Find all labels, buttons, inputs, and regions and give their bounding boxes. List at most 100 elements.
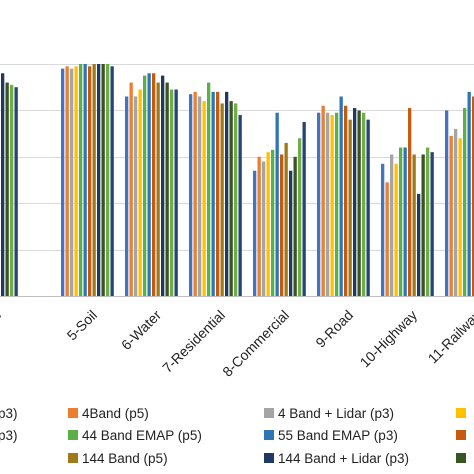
bar	[234, 103, 238, 296]
bar	[207, 82, 211, 296]
legend-label: p3)	[0, 428, 18, 443]
bar	[408, 108, 412, 296]
bar	[74, 66, 78, 296]
bar	[101, 64, 105, 296]
bar	[266, 152, 270, 296]
bar	[152, 73, 156, 296]
bar	[198, 96, 202, 296]
bar	[381, 163, 385, 296]
bars	[1, 64, 474, 297]
bar	[271, 149, 275, 296]
bar	[454, 128, 458, 296]
bar	[129, 82, 133, 296]
bar	[284, 142, 288, 296]
bar	[161, 75, 165, 296]
bar	[70, 68, 74, 296]
bar	[220, 103, 224, 296]
legend-label: 4 Band + Lidar (p3)	[278, 406, 394, 421]
bar	[262, 161, 266, 296]
legend-swatch	[456, 453, 466, 463]
bar	[463, 108, 467, 296]
legend-swatch	[456, 430, 466, 440]
legend: p3) 4Band (p5) 4 Band + Lidar (p3) p3) 44 Ba…	[0, 406, 466, 466]
bar	[348, 119, 352, 297]
bar	[147, 73, 151, 296]
bar	[366, 119, 370, 297]
bar	[344, 105, 348, 296]
bar	[399, 147, 403, 296]
bar	[326, 112, 330, 296]
bar	[138, 89, 142, 297]
legend-swatch	[264, 430, 274, 440]
legend-swatch	[68, 408, 78, 418]
x-tick-label: 9-Road	[312, 307, 356, 351]
bar	[238, 115, 242, 296]
bar	[156, 82, 160, 296]
bar	[225, 91, 229, 296]
bar	[385, 182, 389, 296]
bar	[189, 94, 193, 296]
bar	[412, 154, 416, 296]
legend-label: p3)	[0, 406, 18, 421]
bar	[430, 152, 434, 296]
x-tick-label: Trees	[0, 307, 4, 343]
bar	[170, 89, 174, 297]
bar	[449, 135, 453, 296]
bar	[257, 156, 261, 296]
x-tick-label: 7-Residential	[159, 307, 228, 376]
bar	[298, 138, 302, 296]
bar	[10, 84, 14, 296]
bar	[134, 96, 138, 296]
bar	[362, 112, 366, 296]
legend-swatch	[456, 408, 466, 418]
x-tick-label: 5-Soil	[63, 307, 100, 344]
bar	[216, 91, 220, 296]
x-tick-label: 6-Water	[118, 307, 164, 353]
bar	[92, 64, 96, 296]
bar	[289, 170, 293, 296]
legend-swatch	[264, 408, 274, 418]
legend-label: 144 Band (p5)	[82, 451, 168, 466]
bar	[229, 101, 233, 297]
x-tick-label: 8-Commercial	[219, 307, 292, 380]
bar	[403, 147, 407, 296]
bar	[5, 82, 9, 296]
bar	[1, 73, 5, 296]
bar	[335, 112, 339, 296]
bar	[110, 66, 114, 296]
bar	[353, 108, 357, 296]
bar	[97, 64, 101, 296]
legend-label: 144 Band + Lidar (p3)	[278, 451, 409, 466]
bar	[390, 154, 394, 296]
bar	[61, 68, 65, 296]
bar	[426, 147, 430, 296]
bar	[458, 138, 462, 296]
bar	[211, 91, 215, 296]
bar	[65, 66, 69, 296]
bar	[467, 91, 471, 296]
bar	[165, 82, 169, 296]
bar	[321, 105, 325, 296]
legend-swatch	[68, 453, 78, 463]
bar	[202, 101, 206, 297]
bar	[302, 122, 306, 296]
bar	[14, 87, 18, 296]
bar	[394, 163, 398, 296]
bar	[280, 154, 284, 296]
legend-label: 55 Band EMAP (p3)	[278, 428, 398, 443]
bar	[79, 64, 83, 296]
bar	[339, 96, 343, 296]
x-tick-labels: Trees 5-Soil 6-Water7-Residential8-Commerc…	[0, 307, 474, 380]
bar	[275, 112, 279, 296]
bar	[253, 170, 257, 296]
bar	[174, 89, 178, 297]
x-tick-label: 10-Highway	[357, 307, 421, 371]
bar	[472, 96, 474, 296]
bar	[445, 110, 449, 297]
bar	[357, 110, 361, 297]
bar	[125, 96, 129, 296]
bar	[88, 66, 92, 296]
bar	[317, 112, 321, 296]
x-tick-label: 11-Railway	[425, 307, 474, 367]
